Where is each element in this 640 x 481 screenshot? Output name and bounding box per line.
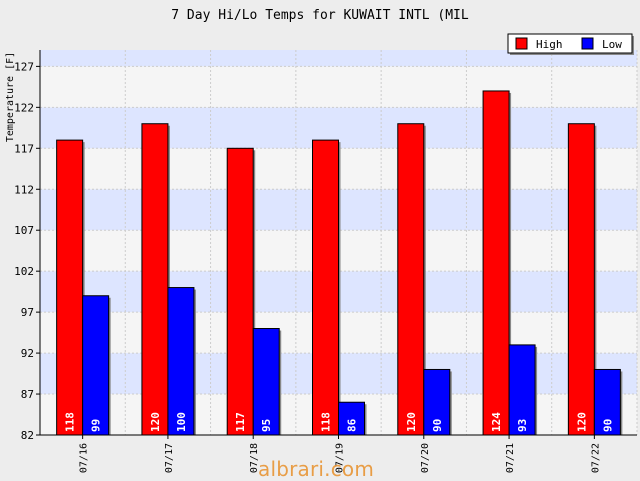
x-tick-label: 07/16 [79,443,90,473]
bar-value-label: 117 [234,412,247,432]
y-tick-label: 102 [14,265,34,278]
bar-value-label: 90 [601,419,614,432]
bar-value-label: 100 [175,412,188,432]
chart-title: 7 Day Hi/Lo Temps for KUWAIT INTL (MIL [171,8,469,23]
y-tick-label: 112 [14,183,34,196]
bar-value-label: 118 [320,412,333,432]
x-tick-label: 07/19 [335,443,346,473]
bar-high [226,147,254,436]
bar-value-label: 86 [346,418,359,432]
bar-high [56,139,84,436]
bar-value-label: 124 [490,412,503,432]
bar-low [593,368,621,436]
bar-high [312,139,339,436]
y-tick-label: 87 [21,388,34,401]
x-tick-label: 07/22 [590,443,601,473]
bar-value-label: 90 [431,419,444,432]
bar-value-label: 95 [260,419,273,432]
bar-value-label: 118 [64,412,77,432]
y-tick-label: 82 [21,429,34,442]
bars: 118 120 117 118 120 124 120 99 100 95 86 90 93 90 [56,90,623,436]
bar-low [82,295,110,436]
legend-box [507,33,633,54]
bar-high [141,123,169,436]
plot-band [40,50,637,67]
y-axis-label: Temperature [F] [5,52,16,142]
legend: High Low [507,33,634,55]
watermark-text: albrari.com [258,457,375,481]
y-tick-label: 92 [21,347,34,360]
legend-swatch [581,37,594,50]
legend-label: Low [602,38,622,51]
bar-high [482,90,510,436]
y-tick-label: 127 [14,60,34,73]
x-tick-label: 07/20 [420,443,431,473]
y-tick-label: 122 [14,101,34,114]
y-tick-label: 97 [21,306,34,319]
x-tick-label: 07/21 [505,443,516,473]
y-tick-label: 107 [14,224,34,237]
plot-band [40,66,637,108]
axes: 82 87 92 97 102 107 112 117 122 127 07/16 07/17 07/1… [14,50,637,473]
bar-value-label: 93 [516,419,529,432]
y-tick-label: 117 [14,142,34,155]
legend-swatch [515,37,528,50]
bar-value-label: 120 [149,412,162,432]
bar-value-label: 120 [575,412,588,432]
legend-label: High [536,38,563,51]
bar-high [397,123,425,436]
bar-value-label: 120 [405,412,418,432]
bar-high [567,123,595,436]
bar-value-label: 99 [90,419,103,432]
x-tick-label: 07/17 [164,443,175,473]
x-tick-label: 07/18 [249,443,260,473]
